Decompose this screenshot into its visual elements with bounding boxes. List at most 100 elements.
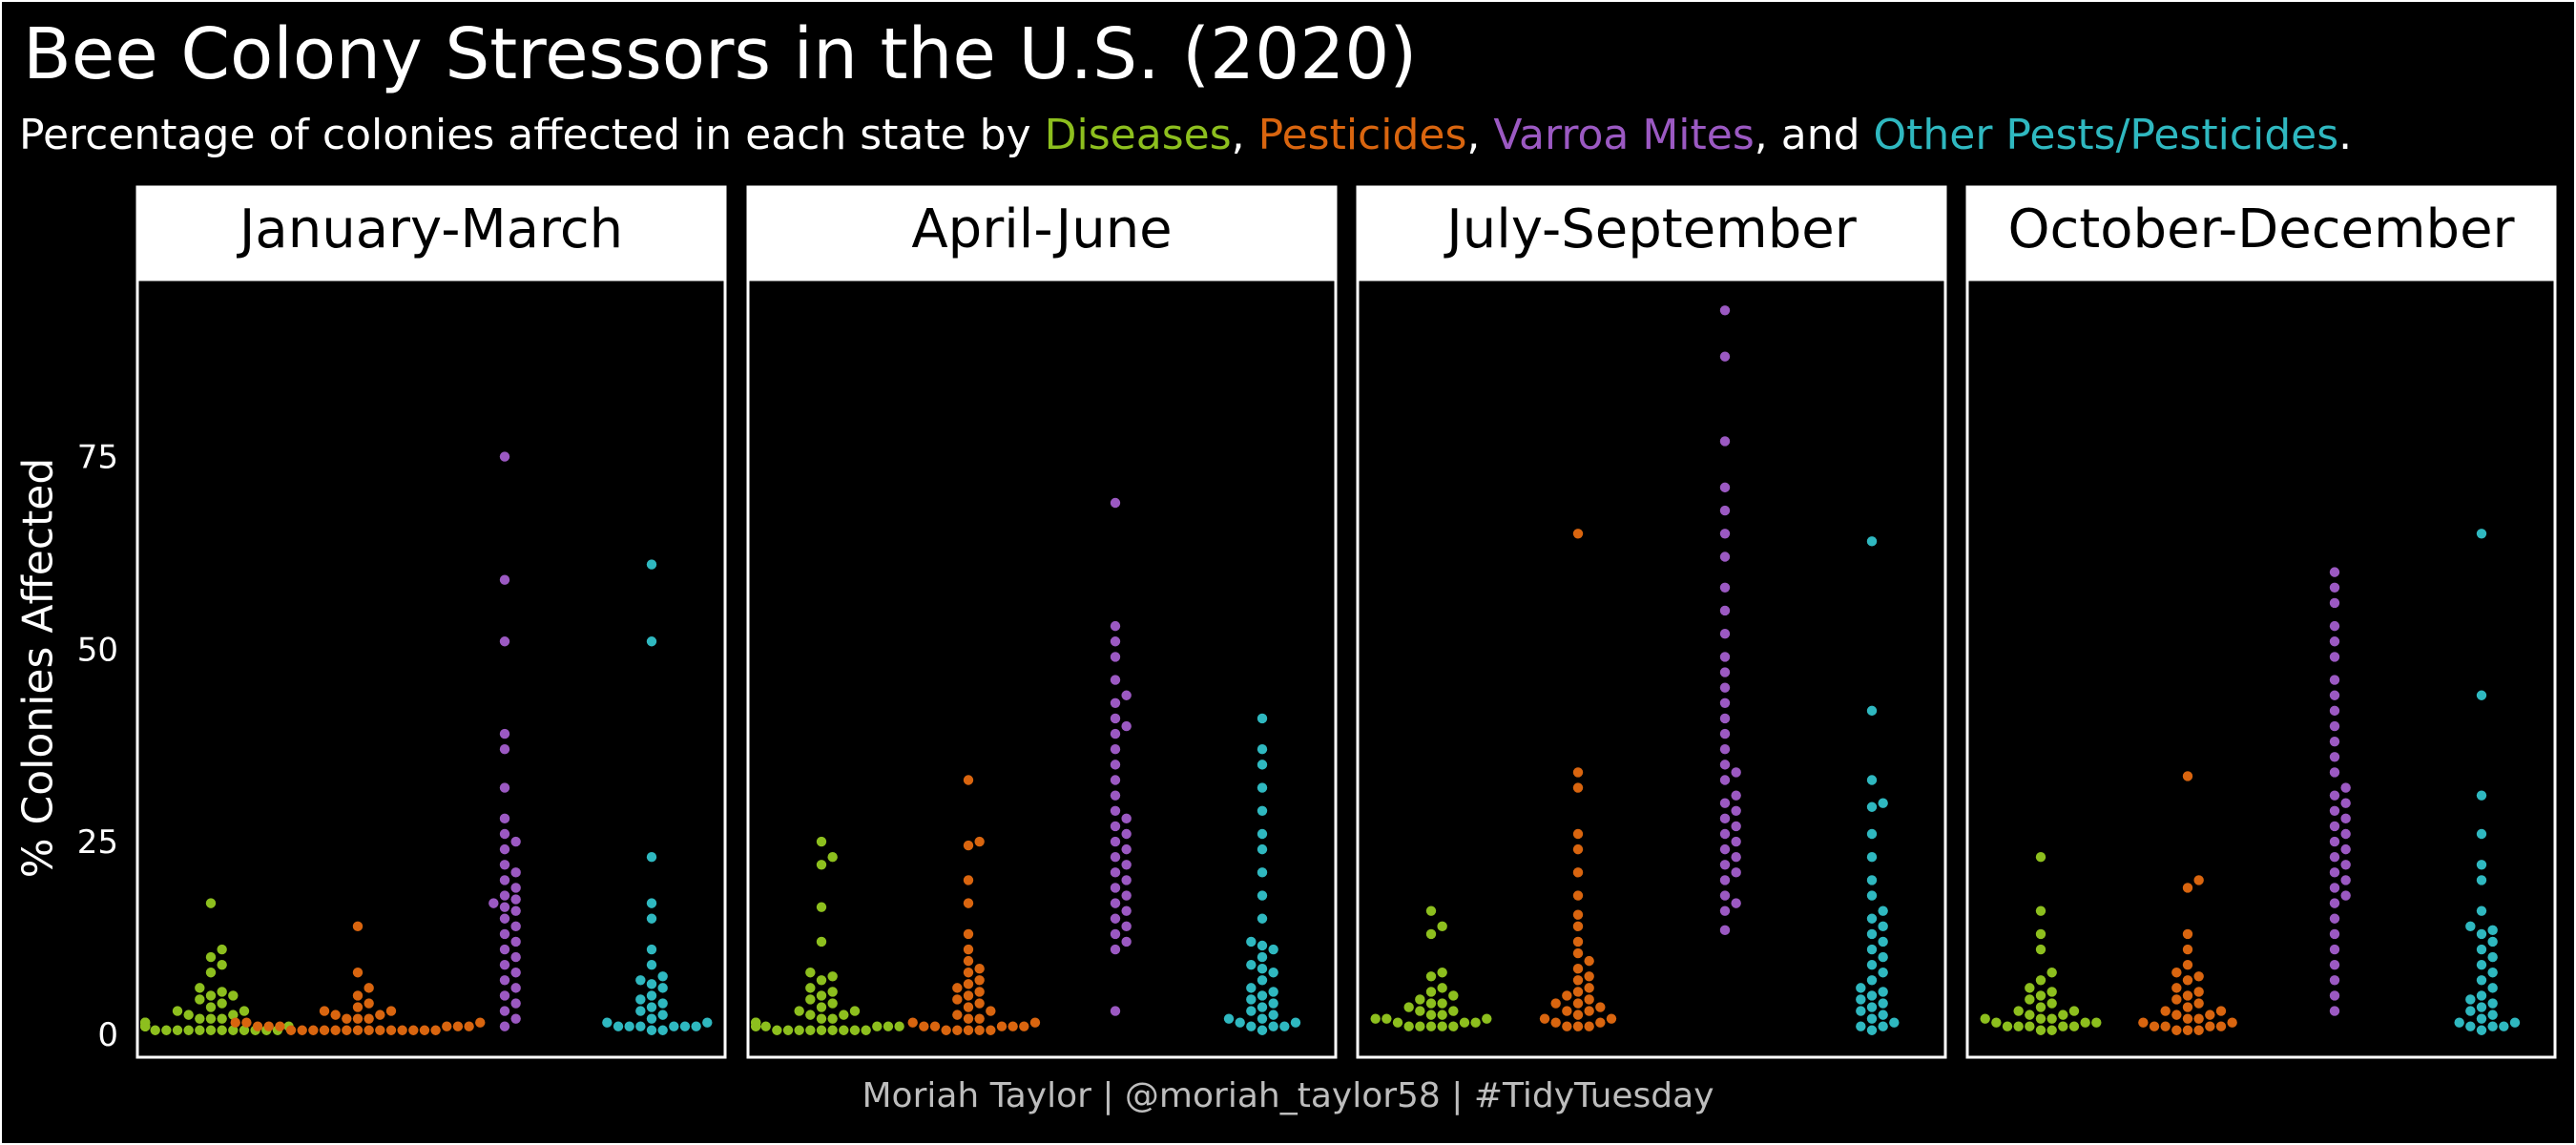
data-point	[228, 1025, 239, 1035]
data-point	[1878, 921, 1888, 932]
data-point	[1572, 947, 1584, 959]
data-point	[352, 921, 364, 932]
facet-panel-border	[1356, 278, 1947, 1059]
data-point	[646, 1013, 657, 1024]
data-point	[1719, 775, 1731, 785]
data-point	[217, 959, 227, 970]
subtitle-end: .	[2338, 111, 2353, 159]
data-point	[691, 1021, 701, 1031]
data-point	[2068, 1006, 2080, 1016]
data-point	[2035, 906, 2046, 916]
data-point	[1268, 1021, 1278, 1031]
data-point	[2329, 652, 2340, 662]
data-point	[195, 1013, 205, 1024]
data-point	[2205, 1021, 2215, 1031]
data-point	[2487, 925, 2498, 936]
data-point	[805, 968, 816, 978]
data-point	[499, 744, 510, 755]
data-point	[442, 1021, 452, 1031]
data-point	[2329, 867, 2340, 878]
data-point	[2193, 998, 2204, 1009]
data-point	[1448, 990, 1459, 1001]
data-point	[1235, 1017, 1245, 1028]
data-point	[217, 998, 227, 1009]
data-point	[297, 1025, 307, 1035]
data-point	[782, 1025, 794, 1035]
data-point	[510, 906, 521, 916]
data-point	[827, 971, 838, 982]
data-point	[1425, 928, 1437, 940]
data-point	[963, 1013, 974, 1024]
data-point	[929, 1021, 941, 1031]
data-point	[1257, 805, 1268, 816]
facet-panel-border	[135, 278, 727, 1059]
data-point	[2171, 994, 2182, 1005]
data-point	[1257, 843, 1268, 855]
data-point	[1856, 1006, 1866, 1016]
data-point	[252, 1021, 263, 1031]
data-point	[1572, 921, 1584, 932]
data-point	[1878, 1021, 1888, 1031]
data-point	[1257, 913, 1268, 924]
data-point	[1257, 760, 1268, 770]
data-point	[827, 1013, 838, 1024]
data-point	[657, 998, 668, 1009]
data-point	[510, 998, 521, 1009]
data-point	[1257, 782, 1268, 793]
data-point	[2182, 1013, 2193, 1024]
data-point	[1448, 1006, 1459, 1016]
data-point	[1719, 505, 1731, 516]
data-point	[2476, 944, 2487, 955]
data-point	[510, 883, 521, 893]
facet-panel-border	[1965, 278, 2557, 1059]
data-point	[499, 959, 510, 970]
data-point	[2476, 1025, 2487, 1035]
data-point	[2329, 944, 2340, 955]
data-point	[510, 936, 521, 947]
data-point	[816, 1002, 827, 1012]
data-point	[657, 1025, 668, 1035]
data-point	[2329, 898, 2340, 908]
data-point	[646, 559, 657, 570]
data-point	[2182, 883, 2193, 893]
data-point	[635, 975, 646, 986]
data-point	[794, 1006, 804, 1016]
data-point	[1110, 1006, 1121, 1016]
data-point	[352, 968, 364, 978]
data-point	[1866, 851, 1878, 863]
data-point	[1719, 713, 1731, 724]
data-point	[1415, 994, 1425, 1005]
data-point	[1719, 890, 1731, 901]
data-point	[2329, 690, 2340, 700]
data-point	[1889, 1017, 1900, 1028]
facet-label: July-September	[1444, 198, 1857, 260]
data-point	[385, 1025, 397, 1035]
data-point	[1110, 928, 1121, 940]
data-point	[510, 951, 521, 963]
data-point	[1110, 944, 1121, 955]
data-point	[646, 913, 657, 924]
data-point	[2340, 782, 2351, 793]
facet-label: January-March	[237, 198, 623, 260]
data-point	[1019, 1021, 1029, 1031]
data-point	[205, 990, 217, 1001]
data-point	[1719, 744, 1731, 755]
data-point	[1584, 971, 1594, 982]
data-point	[1719, 436, 1731, 447]
data-point	[2068, 1021, 2080, 1031]
data-point	[1572, 975, 1584, 986]
data-point	[1866, 928, 1878, 940]
data-point	[352, 1025, 364, 1035]
data-point	[2025, 1021, 2035, 1031]
data-point	[1121, 921, 1132, 932]
data-point	[1257, 940, 1268, 951]
subtitle-sep-3: , and	[1754, 111, 1874, 159]
data-point	[816, 902, 827, 912]
data-point	[839, 1010, 849, 1020]
data-point	[952, 1010, 963, 1020]
data-point	[1719, 728, 1731, 739]
y-tick-label: 50	[77, 631, 118, 669]
data-point	[1719, 813, 1731, 824]
facet-strip	[1965, 185, 2557, 281]
data-point	[1866, 1013, 1878, 1024]
